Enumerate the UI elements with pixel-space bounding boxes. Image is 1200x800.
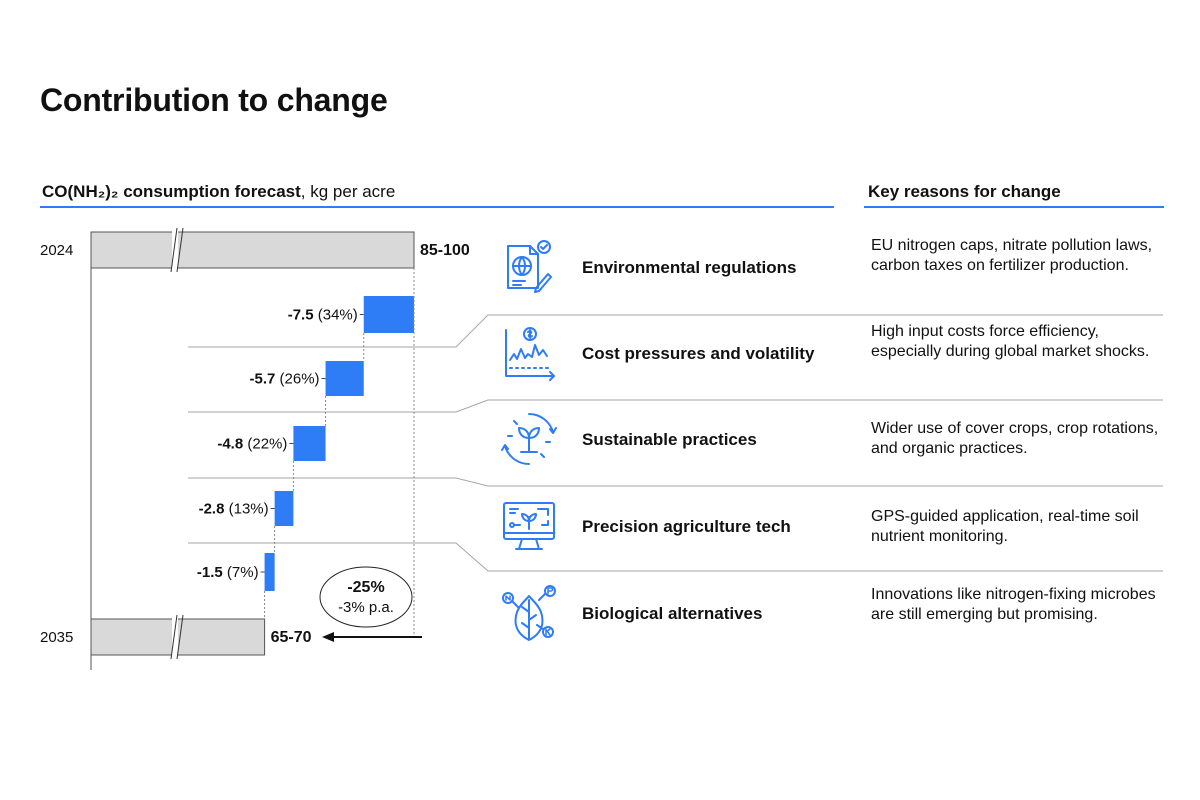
price-chart-icon (505, 327, 555, 381)
reason-description: Innovations like nitrogen-fixing microbe… (871, 586, 1156, 623)
leaf-npk-icon (502, 585, 556, 641)
reason-title: Precision agriculture tech (582, 517, 791, 536)
reason-description: Wider use of cover crops, crop rotations… (871, 420, 1159, 457)
step-label: -7.5 (34%) (288, 307, 358, 324)
step-label: -1.5 (7%) (197, 564, 259, 581)
sprout-cycle-icon (501, 413, 557, 465)
bar-end-label: 65-70 (271, 629, 312, 646)
step-share: (34%) (314, 307, 358, 324)
step-label: -5.7 (26%) (250, 371, 320, 388)
step-share: (7%) (223, 564, 259, 581)
bar-start (90, 231, 415, 269)
step-value: -5.7 (250, 371, 276, 388)
reason-title: Biological alternatives (582, 604, 763, 623)
chart-header-unit: , kg per acre (300, 182, 396, 201)
change-arrow-head (322, 632, 334, 642)
step-value: -7.5 (288, 307, 314, 324)
reason-title: Environmental regulations (582, 258, 797, 277)
step-share: (26%) (275, 371, 319, 388)
reasons-header: Key reasons for change (868, 182, 1061, 201)
step-share: (13%) (224, 501, 268, 518)
step-value: -2.8 (199, 501, 225, 518)
reason-description: High input costs force efficiency, espec… (871, 323, 1150, 360)
chart-header-metric: CO(NH₂)₂ consumption forecast (42, 182, 301, 201)
chart-header-rule (40, 206, 834, 208)
chart-header: CO(NH₂)₂ consumption forecast, kg per ac… (42, 182, 395, 202)
year-label: 2035 (40, 629, 73, 646)
reasons-header-rule (864, 206, 1164, 208)
reason-title: Cost pressures and volatility (582, 344, 815, 363)
bar-step (363, 296, 414, 333)
bar-start-label: 85-100 (420, 242, 470, 259)
axis-break-gap (172, 615, 178, 659)
step-label: -2.8 (13%) (199, 501, 269, 518)
step-share: (22%) (243, 436, 287, 453)
total-change-percent: -25% (347, 579, 384, 596)
monitor-plant-icon (503, 502, 555, 550)
page-title: Contribution to change (40, 82, 388, 118)
reason-title: Sustainable practices (582, 430, 757, 449)
bar-step (325, 361, 364, 396)
axis-break-mark (170, 227, 178, 273)
axis-break-mark (176, 614, 184, 660)
step-value: -1.5 (197, 564, 223, 581)
step-value: -4.8 (217, 436, 243, 453)
bar-step (264, 553, 275, 591)
axis-break-mark (170, 614, 178, 660)
change-bubble (319, 566, 413, 628)
waterfall-chart: 2024 85-100 -7.5 (34%) -5.7 (26%) -4.8 (22%)… (40, 227, 470, 670)
step-label: -4.8 (22%) (217, 436, 287, 453)
total-change-annual: -3% p.a. (338, 599, 394, 616)
reason-description: EU nitrogen caps, nitrate pollution laws… (871, 237, 1153, 274)
axis-break-mark (176, 227, 184, 273)
year-label: 2024 (40, 242, 73, 259)
bar-step (293, 426, 326, 461)
axis-break-gap (172, 228, 178, 272)
document-globe-icon (507, 240, 552, 293)
reason-description: GPS-guided application, real-time soil n… (871, 508, 1139, 545)
bar-step (274, 491, 294, 526)
